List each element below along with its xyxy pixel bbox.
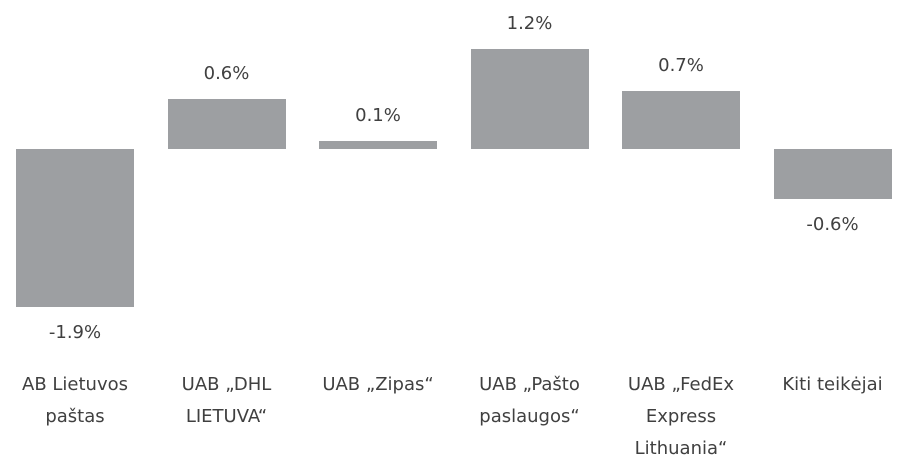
value-label: -0.6% <box>760 209 897 241</box>
value-label: 0.7% <box>608 50 754 82</box>
bar <box>622 91 740 149</box>
value-label: 1.2% <box>457 8 603 40</box>
bar <box>319 141 437 149</box>
bar <box>471 49 589 149</box>
category-label: UAB „Pašto paslaugos“ <box>457 369 603 433</box>
bar <box>168 99 286 149</box>
value-label: 0.6% <box>154 58 300 90</box>
category-label: AB Lietuvos paštas <box>2 369 148 433</box>
bar <box>774 149 892 199</box>
value-label: 0.1% <box>305 100 451 132</box>
category-label: UAB „FedEx Express Lithuania“ <box>608 369 754 465</box>
category-label: UAB „DHL LIETUVA“ <box>154 369 300 433</box>
category-label: Kiti teikėjai <box>760 369 897 401</box>
value-label: -1.9% <box>2 317 148 349</box>
bar <box>16 149 134 307</box>
category-label: UAB „Zipas“ <box>305 369 451 401</box>
